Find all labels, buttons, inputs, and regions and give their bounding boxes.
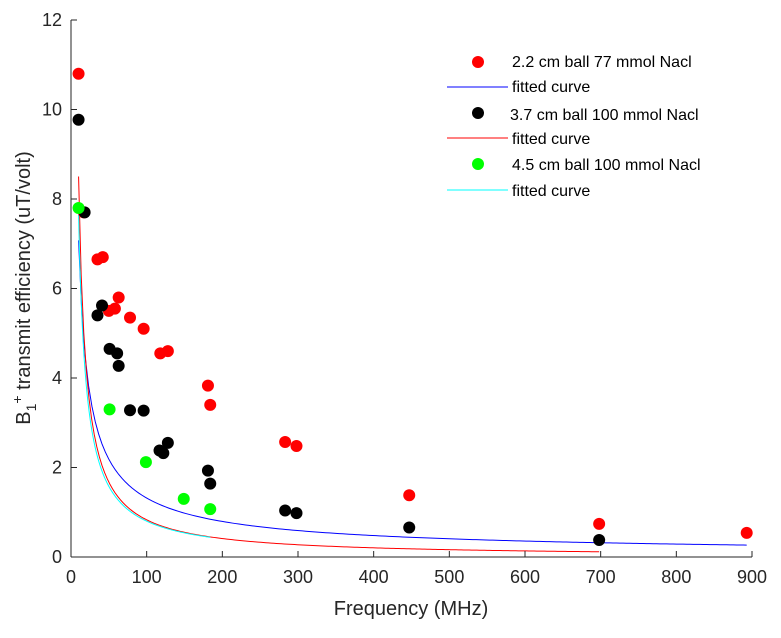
data-point (72, 113, 85, 126)
data-point (72, 67, 85, 80)
data-point (204, 398, 217, 411)
data-point (279, 435, 292, 448)
data-point (740, 526, 753, 539)
fitted-curve-line (78, 214, 211, 538)
x-axis-label: Frequency (MHz) (334, 598, 488, 620)
x-tick-label: 0 (66, 567, 76, 587)
legend-marker (472, 107, 484, 119)
legend-label: 3.7 cm ball 100 mmol Nacl (510, 107, 699, 124)
data-point (103, 403, 116, 416)
y-axis-label-sup: + (9, 395, 25, 403)
y-tick-label: 4 (52, 368, 62, 388)
y-axis-label: B1+ transmit efficiency (uT/volt) (9, 151, 39, 424)
data-point (593, 533, 606, 546)
legend-marker (472, 56, 484, 68)
data-point (96, 299, 109, 312)
data-point (201, 379, 214, 392)
data-point (124, 404, 137, 417)
legend-label: fitted curve (512, 131, 590, 148)
legend-label: 4.5 cm ball 100 mmol Nacl (512, 157, 701, 174)
y-tick-label: 8 (52, 189, 62, 209)
legend-label: fitted curve (512, 183, 590, 200)
x-tick-label: 200 (207, 567, 237, 587)
legend-label: fitted curve (512, 79, 590, 96)
data-point (96, 251, 109, 264)
y-axis-label-sub: 1 (23, 403, 39, 411)
plot-area (72, 67, 753, 553)
data-point (108, 302, 121, 315)
y-tick-label: 10 (42, 100, 62, 120)
data-point (201, 464, 214, 477)
data-point (137, 404, 150, 417)
data-point (290, 507, 303, 520)
data-point (112, 359, 125, 372)
x-ticks: 0 100 200 300 400 500 600 700 800 900 (66, 551, 767, 587)
fitted-curve-line (78, 240, 747, 546)
data-point (139, 456, 152, 469)
data-point (290, 440, 303, 453)
data-point (161, 345, 174, 358)
x-tick-label: 500 (434, 567, 464, 587)
x-tick-label: 800 (661, 567, 691, 587)
y-tick-label: 12 (42, 10, 62, 30)
y-axis-label-main: B (13, 411, 35, 424)
data-point (279, 504, 292, 517)
x-tick-label: 600 (510, 567, 540, 587)
data-point (137, 322, 150, 335)
data-point (111, 347, 124, 360)
data-point (91, 309, 104, 322)
x-tick-label: 400 (359, 567, 389, 587)
data-point (403, 489, 416, 502)
data-point (403, 521, 416, 534)
legend-label: 2.2 cm ball 77 mmol Nacl (512, 54, 692, 71)
y-ticks: 0 2 4 6 8 10 12 (42, 10, 77, 567)
x-tick-label: 900 (737, 567, 767, 587)
axes (70, 20, 752, 558)
data-point (204, 477, 217, 490)
data-point (124, 311, 137, 324)
y-tick-label: 6 (52, 279, 62, 299)
legend: 2.2 cm ball 77 mmol Nacl fitted curve 3.7 … (447, 54, 701, 200)
y-tick-label: 0 (52, 547, 62, 567)
y-tick-label: 2 (52, 458, 62, 478)
x-tick-label: 700 (586, 567, 616, 587)
fitted-curve-line (78, 176, 600, 553)
x-tick-label: 100 (132, 567, 162, 587)
data-point (593, 517, 606, 530)
data-point (177, 492, 190, 505)
data-point (72, 201, 85, 214)
data-point (204, 503, 217, 516)
y-axis-label-rest: transmit efficiency (uT/volt) (13, 151, 35, 395)
data-point (157, 447, 170, 460)
legend-marker (472, 158, 484, 170)
data-point (161, 436, 174, 449)
x-tick-label: 300 (283, 567, 313, 587)
data-point (112, 291, 125, 304)
